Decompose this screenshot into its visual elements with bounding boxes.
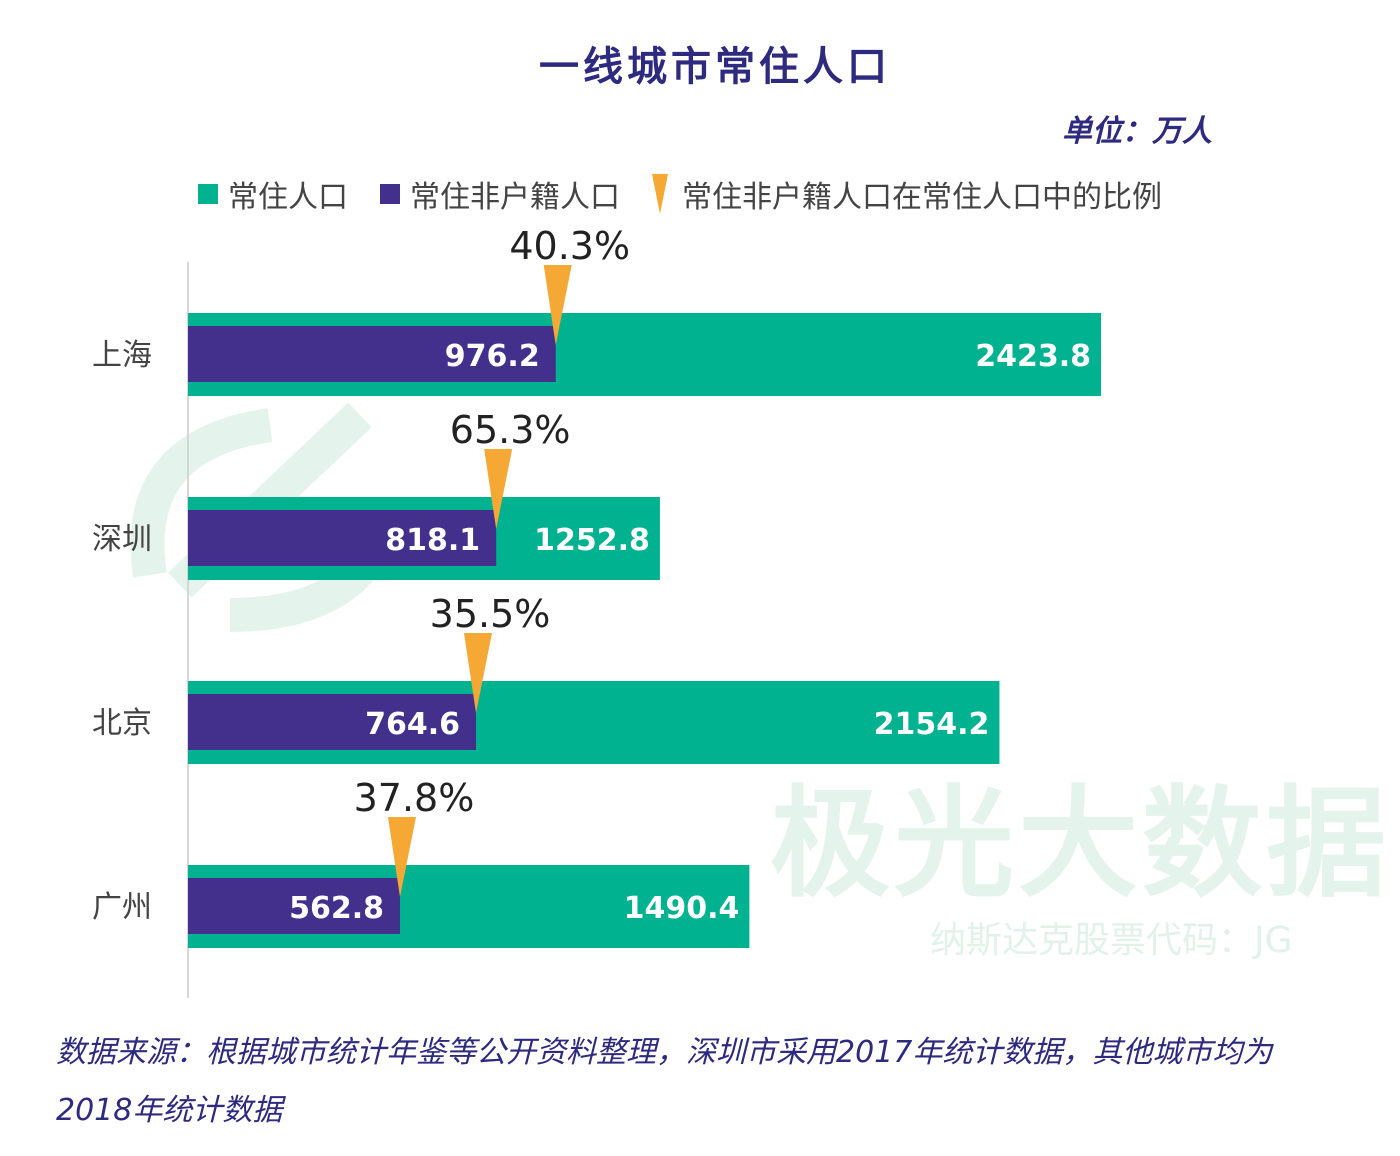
watermark-brand: 极光大数据 [770,775,1390,914]
unit-label: 单位：万人 [1062,114,1212,149]
triangle-marker-icon [652,174,668,214]
ratio-marker [387,817,416,897]
ratio-label: 37.8% [354,776,475,820]
legend-item-total: 常住人口 [198,172,348,216]
bar-nonlocal [188,694,477,750]
data-label-total: 1490.4 [624,891,740,926]
legend-label: 常住人口 [228,180,348,215]
ratio-marker [543,265,572,345]
data-label-nonlocal: 818.1 [385,523,480,558]
bar-nonlocal [188,326,556,382]
data-label-nonlocal: 562.8 [289,891,384,926]
bar-nonlocal [188,878,400,934]
data-label-nonlocal: 976.2 [445,339,540,374]
chart-title: 一线城市常住人口 [539,44,891,90]
bar-nonlocal [188,510,497,566]
ratio-label: 35.5% [430,592,551,636]
category-label: 广州 [92,890,152,925]
data-label-total: 2154.2 [874,707,990,742]
legend-swatch [380,184,400,204]
ratio-label: 65.3% [450,408,571,452]
ratio-marker [484,449,513,529]
watermark-sub: 纳斯达克股票代码：JG [930,920,1293,961]
data-label-total: 1252.8 [534,523,650,558]
ratio-marker [464,633,493,713]
category-label: 深圳 [92,522,152,557]
legend-label: 常住非户籍人口在常住人口中的比例 [682,180,1162,215]
data-label-nonlocal: 764.6 [365,707,460,742]
legend-item-ratio: 常住非户籍人口在常住人口中的比例 [652,172,1162,216]
category-label: 北京 [92,706,152,741]
legend-swatch [198,184,218,204]
legend-item-nonlocal: 常住非户籍人口 [380,172,620,216]
data-label-total: 2423.8 [975,339,1091,374]
legend: 常住人口 常住非户籍人口 常住非户籍人口在常住人口中的比例 [198,172,1194,216]
category-label: 上海 [92,338,152,373]
ratio-label: 40.3% [509,224,630,268]
legend-label: 常住非户籍人口 [410,180,620,215]
source-note: 数据来源：根据城市统计年鉴等公开资料整理，深圳市采用2017年统计数据，其他城市… [56,1035,1273,1128]
